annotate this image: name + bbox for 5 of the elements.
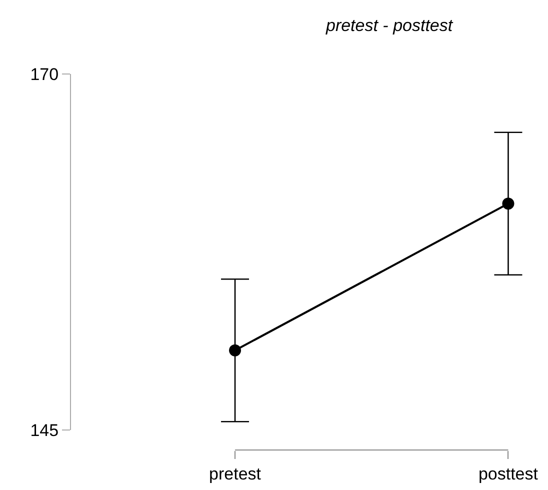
- x-tick-label: pretest: [209, 464, 262, 484]
- x-tick-label: posttest: [478, 464, 538, 484]
- y-tick-label: 170: [30, 64, 59, 84]
- chart-title: pretest - posttest: [324, 16, 454, 35]
- y-tick-label: 145: [30, 421, 59, 440]
